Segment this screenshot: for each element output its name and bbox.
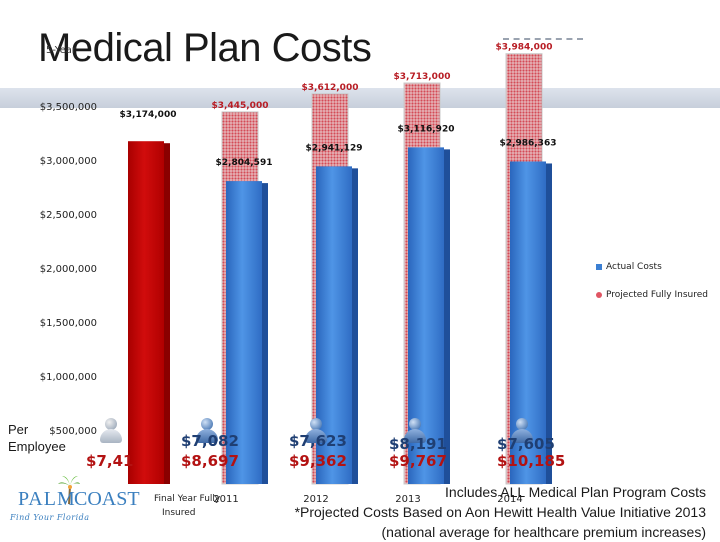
per-employee-label-line2: Employee (8, 439, 66, 454)
y-tick-label: $1,000,000 (40, 372, 97, 383)
palm-tree-icon (58, 476, 80, 504)
actual-bar-side (442, 149, 450, 485)
decorative-dashed-line (503, 38, 583, 74)
per-employee-actual-2011: $7,082 (181, 432, 239, 450)
person-icon-final-year (100, 418, 122, 444)
projected-data-label: $3,445,000 (212, 101, 269, 111)
per-employee-projected-2011: $8,697 (181, 452, 239, 470)
actual-data-label: $2,804,591 (216, 158, 273, 168)
footnote: Includes ALL Medical Plan Program Costs … (295, 482, 706, 542)
y-tick-label: $500,000 (49, 426, 97, 437)
palm-coast-logo: PALM COAST Find Your Florida (8, 474, 140, 528)
legend-item-projected: Projected Fully Insured (596, 286, 708, 304)
actual-bar (128, 141, 164, 484)
category-label: 2014 (497, 494, 522, 505)
legend-label-actual: Actual Costs (606, 262, 662, 272)
actual-data-label: $2,986,363 (500, 138, 557, 148)
logo-word-palm: PALM (18, 488, 76, 510)
per-employee-projected-2013: $9,767 (389, 452, 447, 470)
page-title: Medical Plan Costs (38, 26, 372, 70)
actual-bar-side (544, 163, 552, 485)
legend-label-projected: Projected Fully Insured (606, 290, 708, 300)
actual-bar-side (350, 168, 358, 484)
y-tick-label: $3,000,000 (40, 156, 97, 167)
actual-data-label: $3,174,000 (120, 110, 177, 120)
per-employee-actual-2014: $7,605 (497, 435, 555, 453)
logo-word-coast: COAST (74, 488, 140, 510)
actual-bar (226, 181, 262, 484)
per-employee-projected-2012: $9,362 (289, 452, 347, 470)
actual-data-label: $3,116,920 (398, 124, 455, 134)
actual-bar-side (260, 183, 268, 484)
per-employee-projected-final-year: $7,41 (86, 452, 134, 470)
per-employee-actual-2013: $8,191 (389, 435, 447, 453)
category-label: 2011 (213, 494, 238, 505)
projected-data-label: $3,713,000 (394, 72, 451, 82)
logo-tagline: Find Your Florida (10, 513, 90, 522)
person-icon-2014 (511, 418, 533, 444)
category-label: 2013 (395, 494, 420, 505)
per-employee-label: Per Employee (8, 421, 66, 455)
category-label: 2012 (303, 494, 328, 505)
projected-data-label: $3,612,000 (302, 83, 359, 93)
per-employee-label-line1: Per (8, 422, 29, 437)
y-tick-label: $2,500,000 (40, 210, 97, 221)
footnote-line1: Includes ALL Medical Plan Program Costs (445, 484, 706, 500)
legend-item-actual: Actual Costs (596, 258, 708, 276)
category-label: Final Year Fully (154, 494, 221, 504)
footnote-line3: (national average for healthcare premium… (381, 524, 707, 540)
legend-swatch-actual (596, 264, 602, 270)
footnote-line2: *Projected Costs Based on Aon Hewitt Hea… (294, 504, 706, 520)
chart-legend: Actual Costs Projected Fully Insured (596, 258, 708, 314)
per-employee-actual-2012: $7,623 (289, 432, 347, 450)
title-overlap-text: 5-Year (46, 45, 76, 56)
actual-data-label: $2,941,129 (306, 143, 363, 153)
person-icon-2013 (404, 418, 426, 444)
category-label: Insured (162, 508, 196, 518)
projected-data-label: $3,984,000 (496, 43, 553, 53)
y-tick-label: $2,000,000 (40, 264, 97, 275)
actual-bar-side (162, 143, 170, 484)
person-icon-2012 (305, 418, 327, 444)
y-tick-label: $3,500,000 (40, 102, 97, 113)
y-tick-label: $1,500,000 (40, 318, 97, 329)
legend-swatch-projected (596, 292, 602, 298)
person-icon-2011 (196, 418, 218, 444)
per-employee-projected-2014: $10,185 (497, 452, 566, 470)
